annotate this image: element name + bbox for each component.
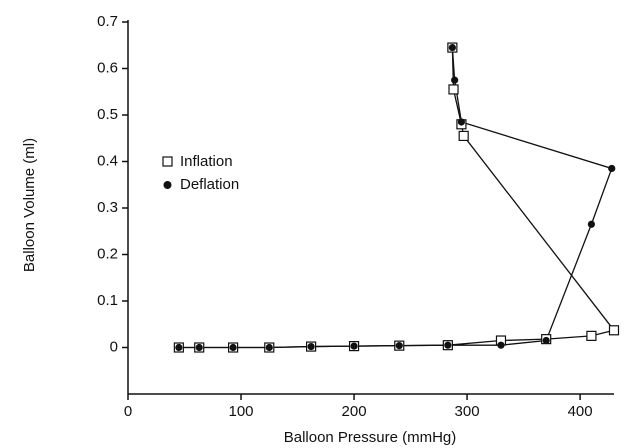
point bbox=[448, 84, 459, 95]
y-tick-label: 0.4 bbox=[97, 152, 118, 169]
x-tick-label: 200 bbox=[342, 403, 367, 420]
point bbox=[265, 343, 273, 352]
legend-label: Inflation bbox=[180, 153, 233, 170]
legend: Inflation Deflation bbox=[162, 153, 239, 193]
point bbox=[458, 130, 469, 142]
y-tick-label: 0.3 bbox=[97, 199, 118, 216]
point bbox=[586, 330, 597, 341]
point bbox=[457, 118, 466, 126]
x-tick-label: 0 bbox=[124, 403, 132, 420]
y-tick-label: 0.6 bbox=[97, 59, 118, 76]
point bbox=[195, 343, 203, 352]
x-tick-label: 300 bbox=[455, 403, 480, 420]
point bbox=[350, 342, 358, 350]
legend-marker bbox=[163, 181, 172, 189]
y-tick-label: 0.1 bbox=[97, 292, 118, 309]
x-axis-label: Balloon Pressure (mmHg) bbox=[284, 429, 457, 446]
point bbox=[497, 341, 505, 349]
y-tick-label: 0 bbox=[110, 338, 118, 355]
series-line bbox=[178, 47, 616, 349]
point bbox=[451, 76, 459, 84]
point bbox=[608, 164, 616, 173]
x-tick-label: 100 bbox=[229, 403, 254, 420]
y-axis-label: Balloon Volume (ml) bbox=[21, 138, 38, 272]
x-tick-label: 400 bbox=[568, 403, 593, 420]
y-tick-label: 0.2 bbox=[97, 245, 118, 262]
point bbox=[395, 342, 403, 350]
point bbox=[175, 343, 183, 352]
point bbox=[587, 220, 595, 228]
point bbox=[608, 325, 620, 336]
point bbox=[444, 341, 452, 349]
point bbox=[542, 336, 550, 345]
series-line bbox=[178, 47, 613, 349]
point bbox=[307, 342, 315, 351]
point bbox=[448, 43, 456, 52]
legend-label: Deflation bbox=[180, 176, 239, 193]
y-tick-label: 0.7 bbox=[97, 13, 118, 30]
point bbox=[229, 343, 237, 352]
legend-marker bbox=[162, 156, 173, 167]
y-tick-label: 0.5 bbox=[97, 106, 118, 123]
